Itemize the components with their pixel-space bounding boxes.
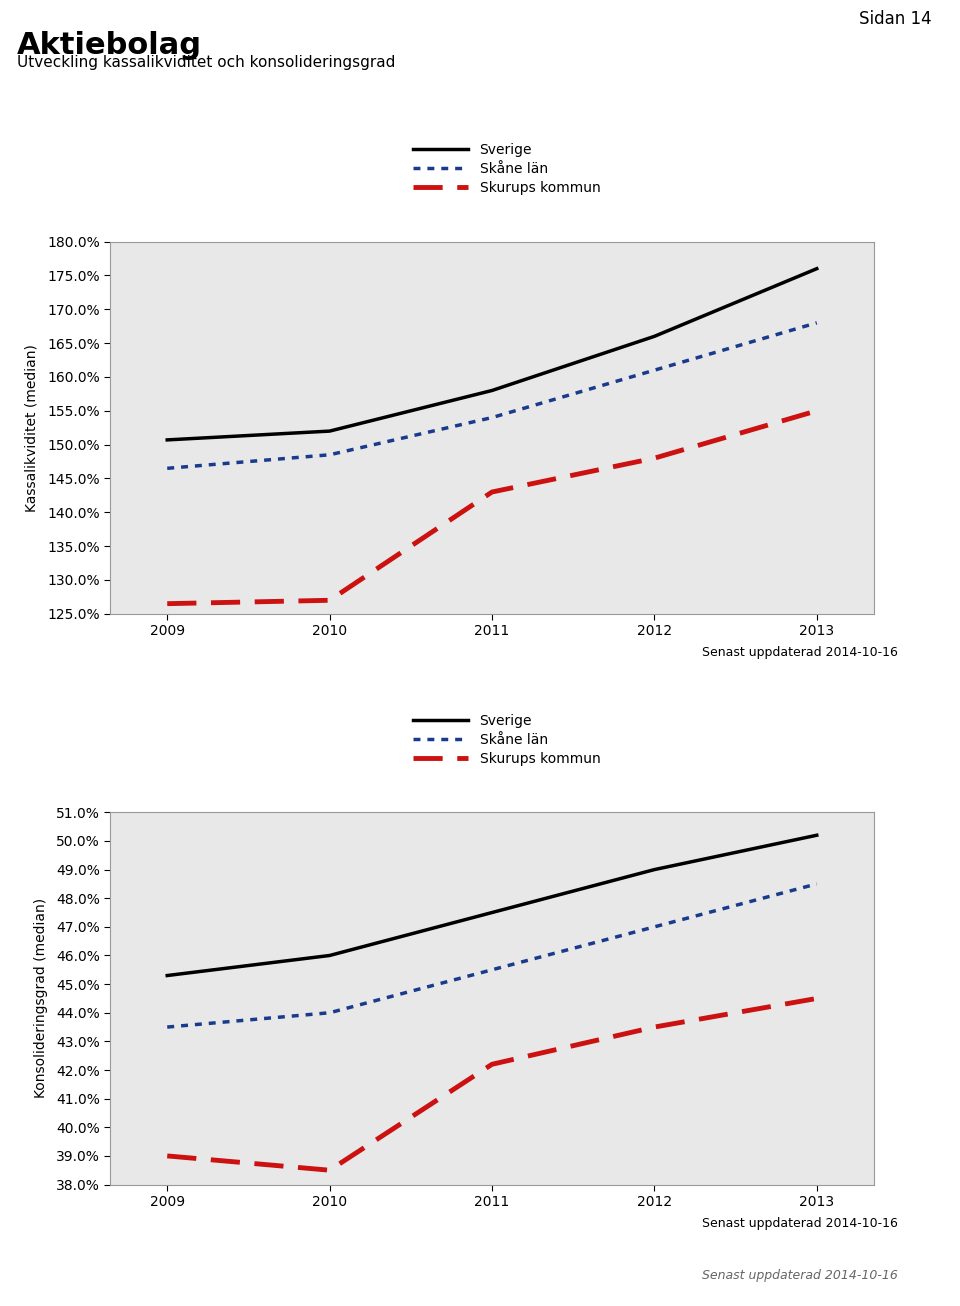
Y-axis label: Konsolideringsgrad (median): Konsolideringsgrad (median) — [34, 899, 48, 1098]
Text: Senast uppdaterad 2014-10-16: Senast uppdaterad 2014-10-16 — [702, 1269, 898, 1282]
Legend: Sverige, Skåne län, Skurups kommun: Sverige, Skåne län, Skurups kommun — [407, 708, 606, 771]
Text: Senast uppdaterad 2014-10-16: Senast uppdaterad 2014-10-16 — [702, 646, 898, 660]
Text: Senast uppdaterad 2014-10-16: Senast uppdaterad 2014-10-16 — [702, 1217, 898, 1230]
Legend: Sverige, Skåne län, Skurups kommun: Sverige, Skåne län, Skurups kommun — [407, 137, 606, 200]
Y-axis label: Kassalikviditet (median): Kassalikviditet (median) — [25, 343, 39, 512]
Text: Aktiebolag: Aktiebolag — [17, 31, 203, 60]
Text: Utveckling kassalikviditet och konsolideringsgrad: Utveckling kassalikviditet och konsolide… — [17, 55, 396, 69]
Text: Sidan 14: Sidan 14 — [858, 10, 931, 29]
